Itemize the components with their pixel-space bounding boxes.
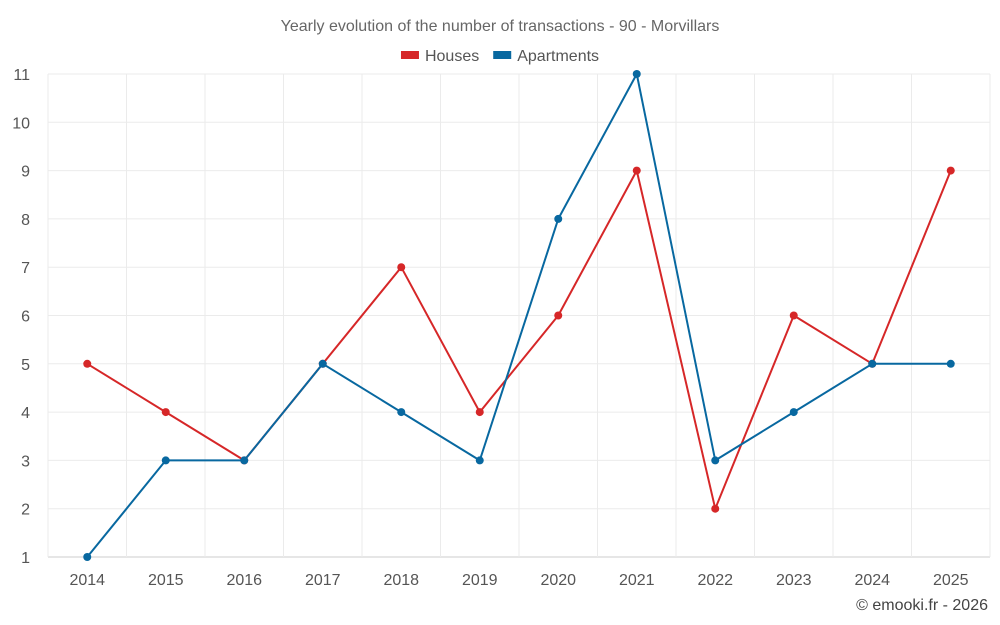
data-point-apartments[interactable] <box>711 456 720 465</box>
grid <box>47 73 991 558</box>
y-tick-label: 3 <box>21 453 30 470</box>
x-tick-label: 2024 <box>854 572 890 589</box>
y-tick-label: 6 <box>21 309 30 326</box>
data-point-apartments[interactable] <box>240 456 249 465</box>
y-tick-label: 8 <box>21 212 30 229</box>
y-axis: 1 2 3 4 5 6 7 8 9 10 11 <box>12 67 30 567</box>
data-point-houses[interactable] <box>789 311 798 320</box>
data-point-houses[interactable] <box>475 408 484 417</box>
x-tick-label: 2020 <box>540 572 576 589</box>
y-tick-label: 9 <box>21 164 30 181</box>
x-tick-label: 2021 <box>619 572 655 589</box>
data-point-apartments[interactable] <box>789 408 798 417</box>
x-tick-label: 2018 <box>383 572 419 589</box>
data-point-houses[interactable] <box>711 504 720 513</box>
chart-title: Yearly evolution of the number of transa… <box>281 18 720 35</box>
y-tick-label: 5 <box>21 357 30 374</box>
y-tick-label: 2 <box>21 502 30 519</box>
data-point-apartments[interactable] <box>83 553 92 561</box>
data-point-apartments[interactable] <box>632 70 641 78</box>
data-point-houses[interactable] <box>554 311 563 320</box>
y-tick-label: 11 <box>13 67 30 84</box>
legend-label: Apartments <box>517 48 599 65</box>
data-point-houses[interactable] <box>161 408 170 417</box>
credit-text: © emooki.fr - 2026 <box>856 597 988 614</box>
data-point-houses[interactable] <box>397 263 406 272</box>
series-line-houses <box>86 169 952 510</box>
y-tick-label: 7 <box>21 260 30 277</box>
series-line-apartments <box>86 73 951 558</box>
series <box>83 70 955 561</box>
x-tick-label: 2019 <box>462 572 498 589</box>
legend-swatch <box>493 51 512 59</box>
data-point-houses[interactable] <box>632 166 641 175</box>
y-tick-label: 10 <box>12 115 30 132</box>
legend-item-apartments[interactable]: Apartments <box>493 48 599 65</box>
y-tick-label: 1 <box>21 550 30 567</box>
x-tick-label: 2015 <box>148 572 184 589</box>
legend-swatch <box>400 51 419 59</box>
data-point-houses[interactable] <box>83 359 92 368</box>
data-point-apartments[interactable] <box>475 456 484 465</box>
x-tick-label: 2017 <box>305 572 341 589</box>
legend-item-houses[interactable]: Houses <box>400 48 479 65</box>
data-point-apartments[interactable] <box>554 214 563 223</box>
data-point-houses[interactable] <box>946 166 955 175</box>
legend: Houses Apartments <box>400 48 599 65</box>
data-point-apartments[interactable] <box>946 359 955 368</box>
x-tick-label: 2023 <box>776 572 812 589</box>
data-point-apartments[interactable] <box>868 359 877 368</box>
y-tick-label: 4 <box>21 405 30 422</box>
data-point-apartments[interactable] <box>397 408 406 417</box>
x-tick-label: 2022 <box>697 572 733 589</box>
x-tick-label: 2016 <box>226 572 262 589</box>
x-axis: 2014 2015 2016 2017 2018 2019 2020 2021 2022 2023… <box>69 572 968 589</box>
data-point-apartments[interactable] <box>318 359 327 368</box>
x-tick-label: 2014 <box>69 572 105 589</box>
data-point-apartments[interactable] <box>161 456 170 465</box>
x-tick-label: 2025 <box>933 572 969 589</box>
legend-label: Houses <box>425 48 479 65</box>
